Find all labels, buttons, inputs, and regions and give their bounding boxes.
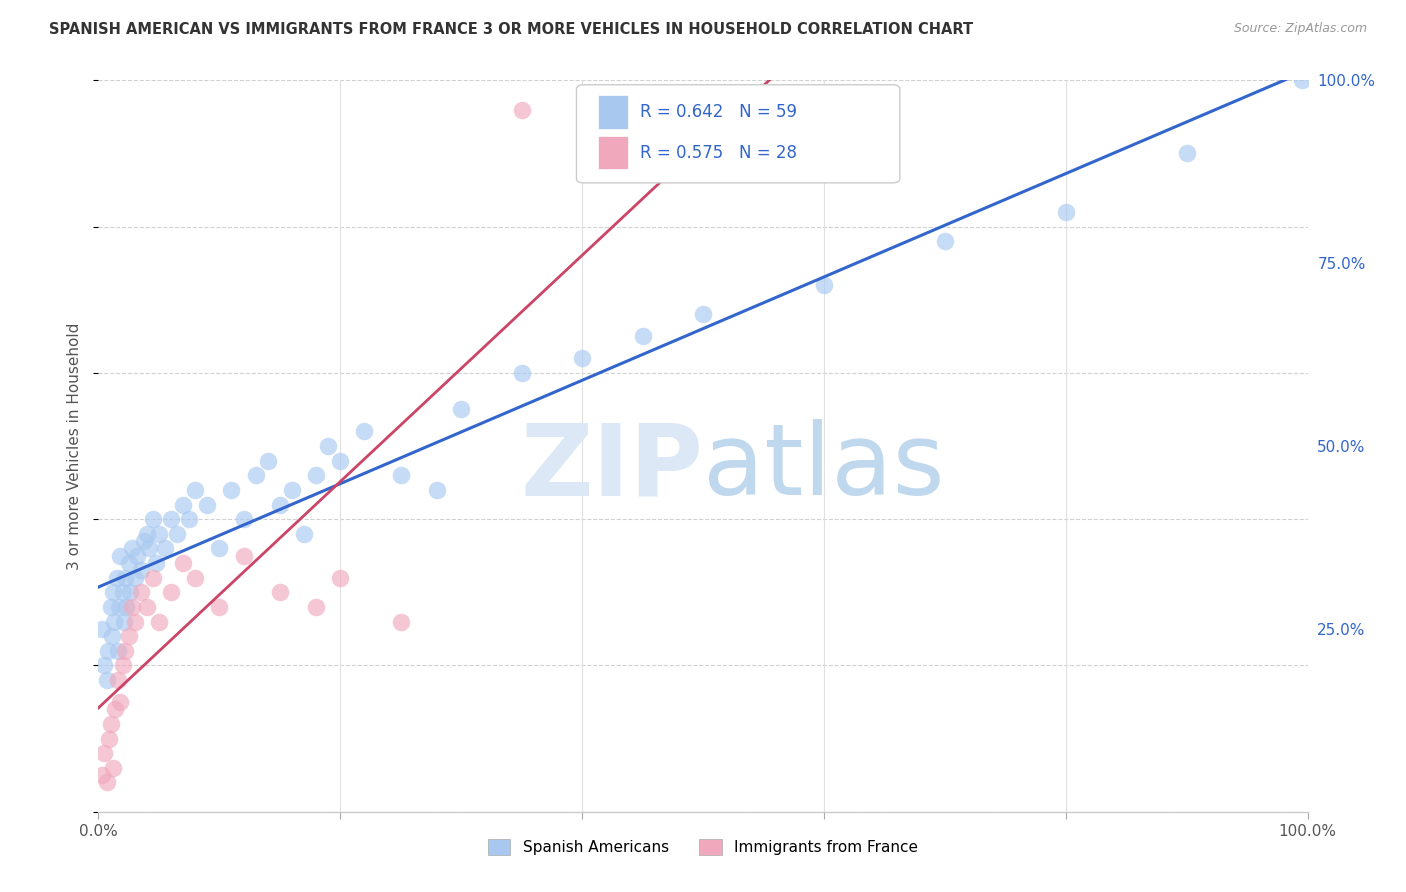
Point <box>127 549 149 563</box>
Point <box>118 629 141 643</box>
Point <box>107 644 129 658</box>
Point <box>172 556 194 570</box>
Point <box>135 599 157 614</box>
Point <box>232 549 254 563</box>
Point <box>221 483 243 497</box>
Point <box>269 498 291 512</box>
Point <box>142 512 165 526</box>
Point <box>97 644 120 658</box>
Point <box>114 571 136 585</box>
Point <box>153 541 176 556</box>
Text: R = 0.575   N = 28: R = 0.575 N = 28 <box>640 144 797 161</box>
Point <box>111 658 134 673</box>
Point <box>160 585 183 599</box>
Point <box>426 483 449 497</box>
Point <box>1291 73 1313 87</box>
Point <box>184 483 207 497</box>
Point <box>1175 146 1198 161</box>
Point <box>208 599 231 614</box>
Point <box>100 629 122 643</box>
Point <box>329 571 352 585</box>
Text: R = 0.642   N = 59: R = 0.642 N = 59 <box>640 103 797 121</box>
Point <box>138 541 160 556</box>
Point <box>114 644 136 658</box>
Point <box>91 768 114 782</box>
Point <box>1054 205 1077 219</box>
Point <box>96 673 118 687</box>
Point <box>934 234 956 248</box>
Point <box>631 329 654 343</box>
Point <box>135 526 157 541</box>
Point <box>148 615 170 629</box>
Point <box>510 366 533 380</box>
Point <box>124 615 146 629</box>
Point <box>281 483 304 497</box>
Point <box>148 526 170 541</box>
Point <box>105 571 128 585</box>
Point <box>142 571 165 585</box>
Point <box>450 402 472 417</box>
Point <box>96 775 118 789</box>
Point <box>115 599 138 614</box>
Point <box>329 453 352 467</box>
Point <box>100 599 122 614</box>
Point <box>232 512 254 526</box>
Text: SPANISH AMERICAN VS IMMIGRANTS FROM FRANCE 3 OR MORE VEHICLES IN HOUSEHOLD CORRE: SPANISH AMERICAN VS IMMIGRANTS FROM FRAN… <box>49 22 973 37</box>
Point <box>510 103 533 117</box>
Point <box>316 439 339 453</box>
Point <box>112 615 135 629</box>
Point <box>93 658 115 673</box>
Point <box>245 468 267 483</box>
Point <box>108 599 131 614</box>
Point <box>121 541 143 556</box>
Point <box>118 556 141 570</box>
Point <box>160 512 183 526</box>
Point <box>292 526 315 541</box>
Point <box>692 307 714 321</box>
Point <box>184 571 207 585</box>
Point <box>813 278 835 293</box>
Point <box>256 453 278 467</box>
Point <box>305 599 328 614</box>
Point <box>571 351 593 366</box>
Point <box>108 549 131 563</box>
Point <box>103 615 125 629</box>
Point <box>98 731 121 746</box>
Point <box>179 512 201 526</box>
Point <box>111 585 134 599</box>
Point <box>129 563 152 577</box>
Point <box>104 702 127 716</box>
Point <box>108 695 131 709</box>
Text: ZIP: ZIP <box>520 419 703 516</box>
Text: atlas: atlas <box>703 419 945 516</box>
Point <box>101 585 124 599</box>
Point <box>389 468 412 483</box>
Point <box>134 534 156 549</box>
Point <box>166 526 188 541</box>
Legend: Spanish Americans, Immigrants from France: Spanish Americans, Immigrants from Franc… <box>479 831 927 863</box>
Point <box>101 761 124 775</box>
Point <box>121 599 143 614</box>
Text: Source: ZipAtlas.com: Source: ZipAtlas.com <box>1233 22 1367 36</box>
Point <box>93 746 115 760</box>
Point <box>208 541 231 556</box>
Point <box>269 585 291 599</box>
Point <box>305 468 328 483</box>
Point <box>145 556 167 570</box>
Y-axis label: 3 or more Vehicles in Household: 3 or more Vehicles in Household <box>67 322 83 570</box>
Point <box>91 622 114 636</box>
Point <box>124 571 146 585</box>
Point <box>129 585 152 599</box>
Point <box>100 717 122 731</box>
Point <box>107 673 129 687</box>
Point <box>353 425 375 439</box>
Point <box>172 498 194 512</box>
Point <box>389 615 412 629</box>
Point <box>118 585 141 599</box>
Point <box>195 498 218 512</box>
